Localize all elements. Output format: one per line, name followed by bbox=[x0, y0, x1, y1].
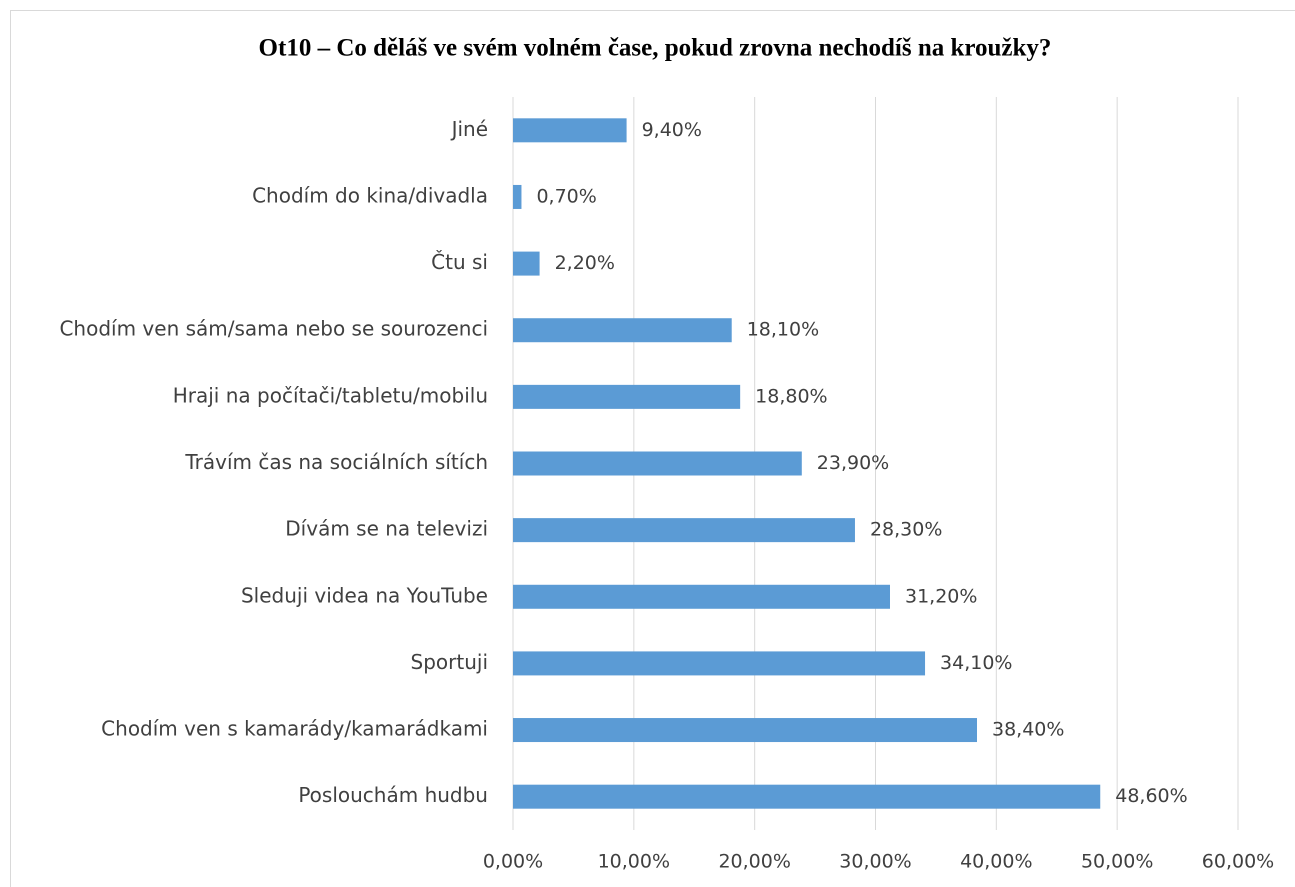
y-tick-label: Trávím čas na sociálních sítích bbox=[184, 450, 488, 474]
x-tick-label: 60,00% bbox=[1202, 851, 1274, 873]
y-tick-label: Poslouchám hudbu bbox=[298, 783, 488, 807]
value-label: 0,70% bbox=[536, 185, 596, 207]
y-tick-label: Sportuji bbox=[411, 650, 488, 674]
chart-border bbox=[10, 10, 1295, 887]
bar bbox=[513, 118, 627, 143]
bar bbox=[513, 251, 540, 276]
value-label: 18,10% bbox=[747, 319, 819, 341]
y-tick-label: Čtu si bbox=[431, 250, 488, 274]
value-label: 48,60% bbox=[1115, 785, 1187, 807]
x-tick-label: 20,00% bbox=[718, 851, 790, 873]
bar bbox=[513, 384, 741, 409]
bar bbox=[513, 184, 522, 209]
bar bbox=[513, 784, 1101, 809]
bar bbox=[513, 451, 802, 476]
bar bbox=[513, 651, 926, 676]
bar bbox=[513, 518, 855, 543]
value-label: 31,20% bbox=[905, 585, 977, 607]
bar bbox=[513, 718, 977, 743]
value-label: 2,20% bbox=[555, 252, 615, 274]
y-tick-label: Sleduji videa na YouTube bbox=[241, 583, 488, 607]
y-tick-label: Chodím do kina/divadla bbox=[252, 183, 488, 207]
y-tick-label: Chodím ven s kamarády/kamarádkami bbox=[101, 717, 488, 741]
value-label: 28,30% bbox=[870, 519, 942, 541]
x-tick-label: 50,00% bbox=[1081, 851, 1153, 873]
value-label: 9,40% bbox=[642, 119, 702, 141]
y-tick-label: Chodím ven sám/sama nebo se sourozenci bbox=[59, 317, 488, 341]
chart-title: Ot10 – Co děláš ve svém volném čase, pok… bbox=[259, 35, 1052, 62]
value-label: 23,90% bbox=[817, 452, 889, 474]
value-label: 18,80% bbox=[755, 385, 827, 407]
bar bbox=[513, 318, 732, 343]
x-tick-label: 40,00% bbox=[960, 851, 1032, 873]
value-label: 38,40% bbox=[992, 719, 1064, 741]
x-tick-label: 30,00% bbox=[839, 851, 911, 873]
bar bbox=[513, 584, 890, 609]
y-tick-label: Dívám se na televizi bbox=[285, 517, 488, 541]
x-tick-label: 0,00% bbox=[483, 851, 543, 873]
y-tick-label: Jiné bbox=[450, 117, 488, 141]
x-tick-label: 10,00% bbox=[598, 851, 670, 873]
y-tick-label: Hraji na počítači/tabletu/mobilu bbox=[173, 383, 488, 407]
value-label: 34,10% bbox=[940, 652, 1012, 674]
